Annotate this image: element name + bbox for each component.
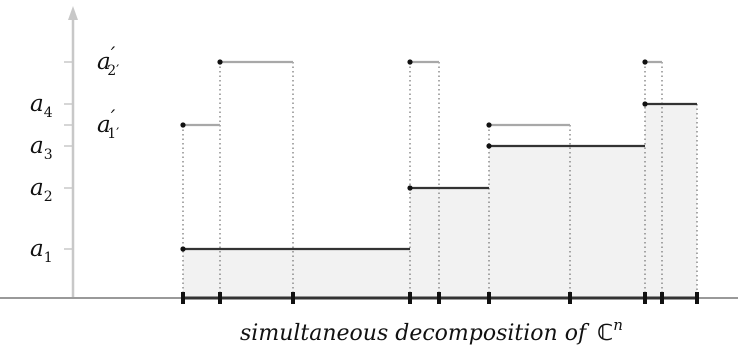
filled-region — [183, 104, 697, 298]
label-a1-prime-mark: ′ — [111, 105, 116, 129]
primed-step-function — [183, 60, 662, 127]
caption-exponent: n — [613, 316, 623, 334]
endpoint-dots — [180, 59, 648, 252]
baseline-ticks — [181, 292, 699, 304]
label-a2: a2 — [30, 175, 53, 205]
base-step-function — [183, 102, 697, 251]
label-a2-prime-mark: ′ — [111, 42, 116, 66]
y-ticks — [64, 61, 73, 250]
y-axis-arrow — [68, 6, 78, 20]
caption-symbol: ℂ — [597, 321, 613, 346]
dotted-separators — [182, 62, 698, 298]
label-a1-prime: a′ 1′ — [97, 105, 119, 142]
caption: simultaneous decomposition of ℂn — [240, 316, 623, 346]
label-a3: a3 — [30, 133, 53, 163]
label-a4: a4 — [30, 91, 53, 121]
caption-text: simultaneous decomposition of — [240, 321, 590, 346]
label-a1: a1 — [30, 236, 53, 266]
label-a2-prime: a′ 2′ — [97, 42, 119, 79]
